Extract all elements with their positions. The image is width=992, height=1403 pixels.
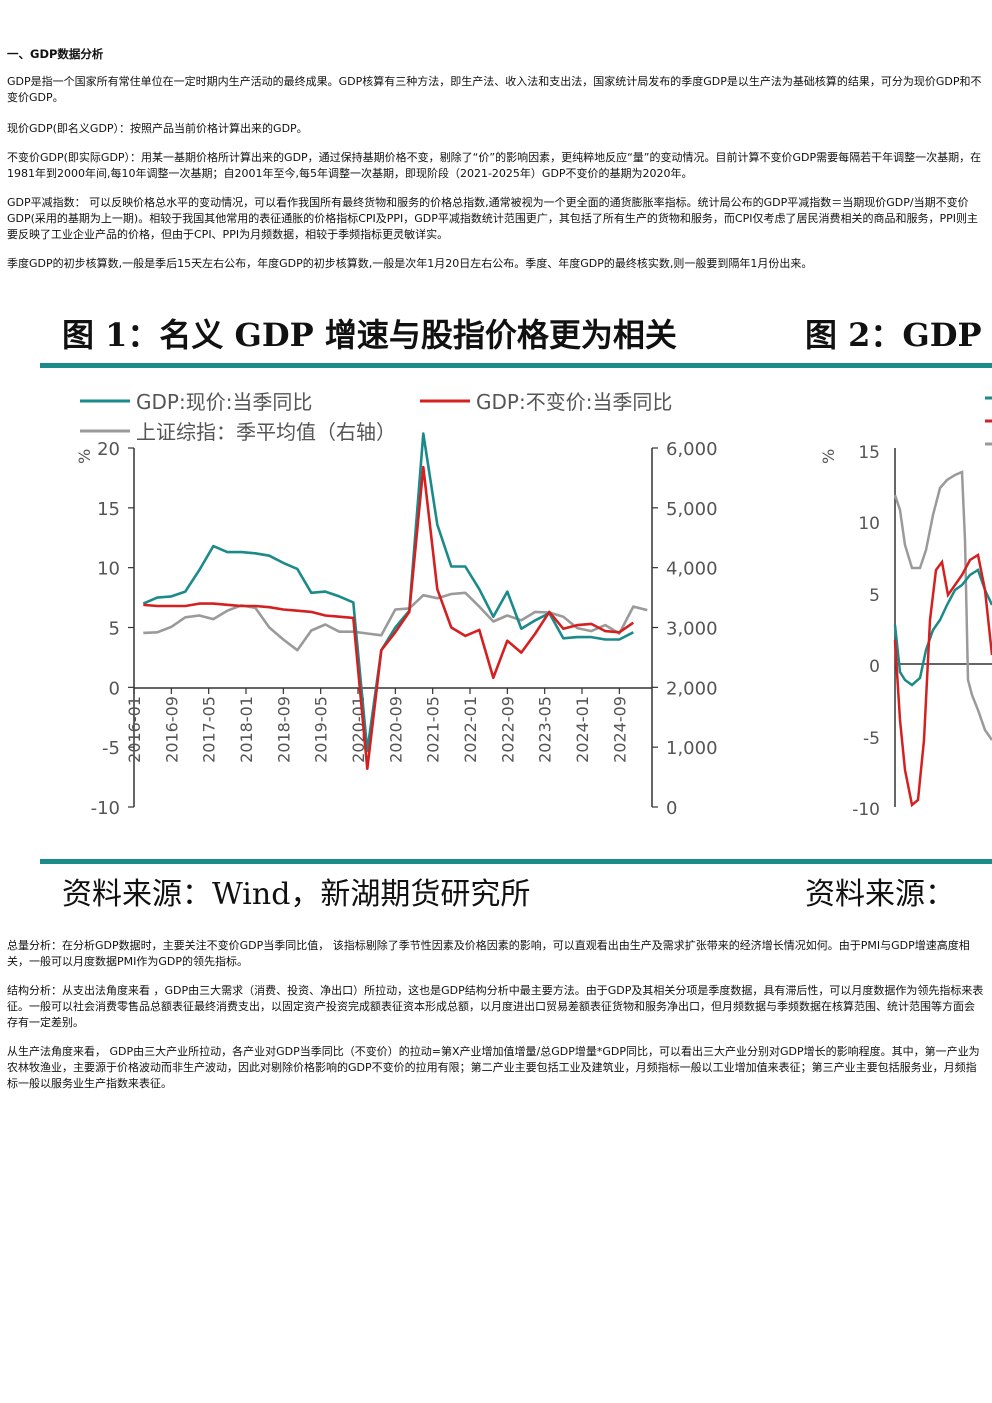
x-tick-label: 2017-05: [200, 696, 219, 763]
x-tick-label: 2024-01: [573, 696, 592, 763]
fig2-tick-0: 0: [869, 657, 880, 677]
right-tick-label: 4,000: [666, 559, 718, 580]
figure-1-source: 资料来源：Wind，新湖期货研究所: [62, 877, 530, 912]
figure-top-rule: [40, 363, 992, 368]
right-tick-label: 0: [666, 798, 677, 819]
legend-label-nominal: GDP:现价:当季同比: [136, 390, 312, 414]
x-tick-label: 2018-09: [274, 696, 293, 763]
fig2-index-line: [893, 470, 992, 741]
paragraph-real-gdp: 不变价GDP(即实际GDP）：用某一基期价格所计算出来的GDP，通过保持基期价格…: [7, 151, 982, 180]
section-heading: 一、GDP数据分析: [7, 47, 104, 61]
left-tick-label: 5: [109, 619, 120, 640]
right-tick-label: 6,000: [666, 439, 718, 460]
x-tick-label: 2023-05: [536, 696, 555, 763]
paragraph-aggregate-analysis: 总量分析：在分析GDP数据时，主要关注不变价GDP当季同比值， 该指标剔除了季节…: [7, 939, 970, 968]
y-axis-unit: %: [75, 449, 94, 464]
series-line-real: [143, 465, 635, 771]
right-tick-label: 5,000: [666, 499, 718, 520]
right-tick-label: 3,000: [666, 619, 718, 640]
figure-1-title: 图 1：名义 GDP 增速与股指价格更为相关: [62, 316, 677, 354]
series-line-nominal: [142, 432, 634, 753]
figure-2-title: 图 2：GDP 平: [805, 316, 992, 354]
paragraph-nominal-gdp: 现价GDP(即名义GDP）：按照产品当前价格计算出来的GDP。: [7, 122, 308, 135]
x-tick-label: 2021-05: [424, 696, 443, 763]
fig2-real-line: [893, 552, 992, 808]
left-tick-label: 20: [97, 439, 120, 460]
x-tick-label: 2016-01: [125, 696, 144, 763]
x-tick-label: 2022-01: [461, 696, 480, 763]
left-tick-label: 15: [97, 499, 120, 520]
paragraph-gdp-deflator: GDP平减指数： 可以反映价格总水平的变动情况，可以看作我国所有最终货物和服务的…: [7, 196, 978, 241]
paragraph-gdp-definition: GDP是指一个国家所有常住单位在一定时期内生产活动的最终成果。GDP核算有三种方…: [7, 75, 982, 104]
chart-plot: 20 15 10 5 0 -5 -10 6,000 5,000 4,000 3,000 2,000 1,…: [91, 432, 718, 819]
paragraph-structure-expenditure: 结构分析：从支出法角度来看 ，GDP由三大需求（消费、投资、净出口）所拉动，这也…: [7, 984, 984, 1029]
figure-svg: 图 1：名义 GDP 增速与股指价格更为相关 图 2：GDP 平 GDP:现价:…: [40, 316, 992, 912]
figure-panel: 图 1：名义 GDP 增速与股指价格更为相关 图 2：GDP 平 GDP:现价:…: [0, 300, 992, 920]
right-tick-label: 2,000: [666, 678, 718, 699]
legend-label-index: 上证综指：季平均值（右轴）: [136, 420, 396, 444]
x-tick-label: 2016-09: [162, 696, 181, 763]
legend-label-real: GDP:不变价:当季同比: [476, 390, 672, 414]
series-line-index: [143, 591, 648, 652]
fig2-tick-neg5: -5: [863, 729, 880, 749]
left-tick-label: 0: [109, 678, 120, 699]
x-tick-label: 2020-09: [386, 696, 405, 763]
paragraph-structure-production: 从生产法角度来看， GDP由三大产业所拉动，各产业对GDP当季同比（不变价）的拉…: [7, 1045, 980, 1090]
fig2-y-axis-unit: %: [819, 449, 838, 464]
figure-2-partial: % 15 10 5 0 -5 -10: [819, 396, 992, 820]
x-tick-label: 2022-09: [498, 696, 517, 763]
left-tick-label: 10: [97, 559, 120, 580]
fig2-tick-15: 15: [858, 443, 880, 463]
fig2-nominal-line: [893, 568, 992, 687]
x-tick-label: 2018-01: [237, 696, 256, 763]
right-tick-label: 1,000: [666, 738, 718, 759]
fig2-tick-10: 10: [858, 514, 880, 534]
paragraph-release-schedule: 季度GDP的初步核算数,一般是季后15天左右公布，年度GDP的初步核算数,一般是…: [7, 257, 813, 270]
left-tick-label: -10: [91, 798, 120, 819]
figure-bottom-rule: [40, 859, 992, 864]
fig2-tick-neg10: -10: [852, 800, 880, 820]
left-tick-label: -5: [102, 738, 120, 759]
fig2-tick-5: 5: [869, 586, 880, 606]
x-tick-label: 2019-05: [312, 696, 331, 763]
figure-2-source: 资料来源：: [805, 877, 955, 912]
x-tick-label: 2024-09: [610, 696, 629, 763]
